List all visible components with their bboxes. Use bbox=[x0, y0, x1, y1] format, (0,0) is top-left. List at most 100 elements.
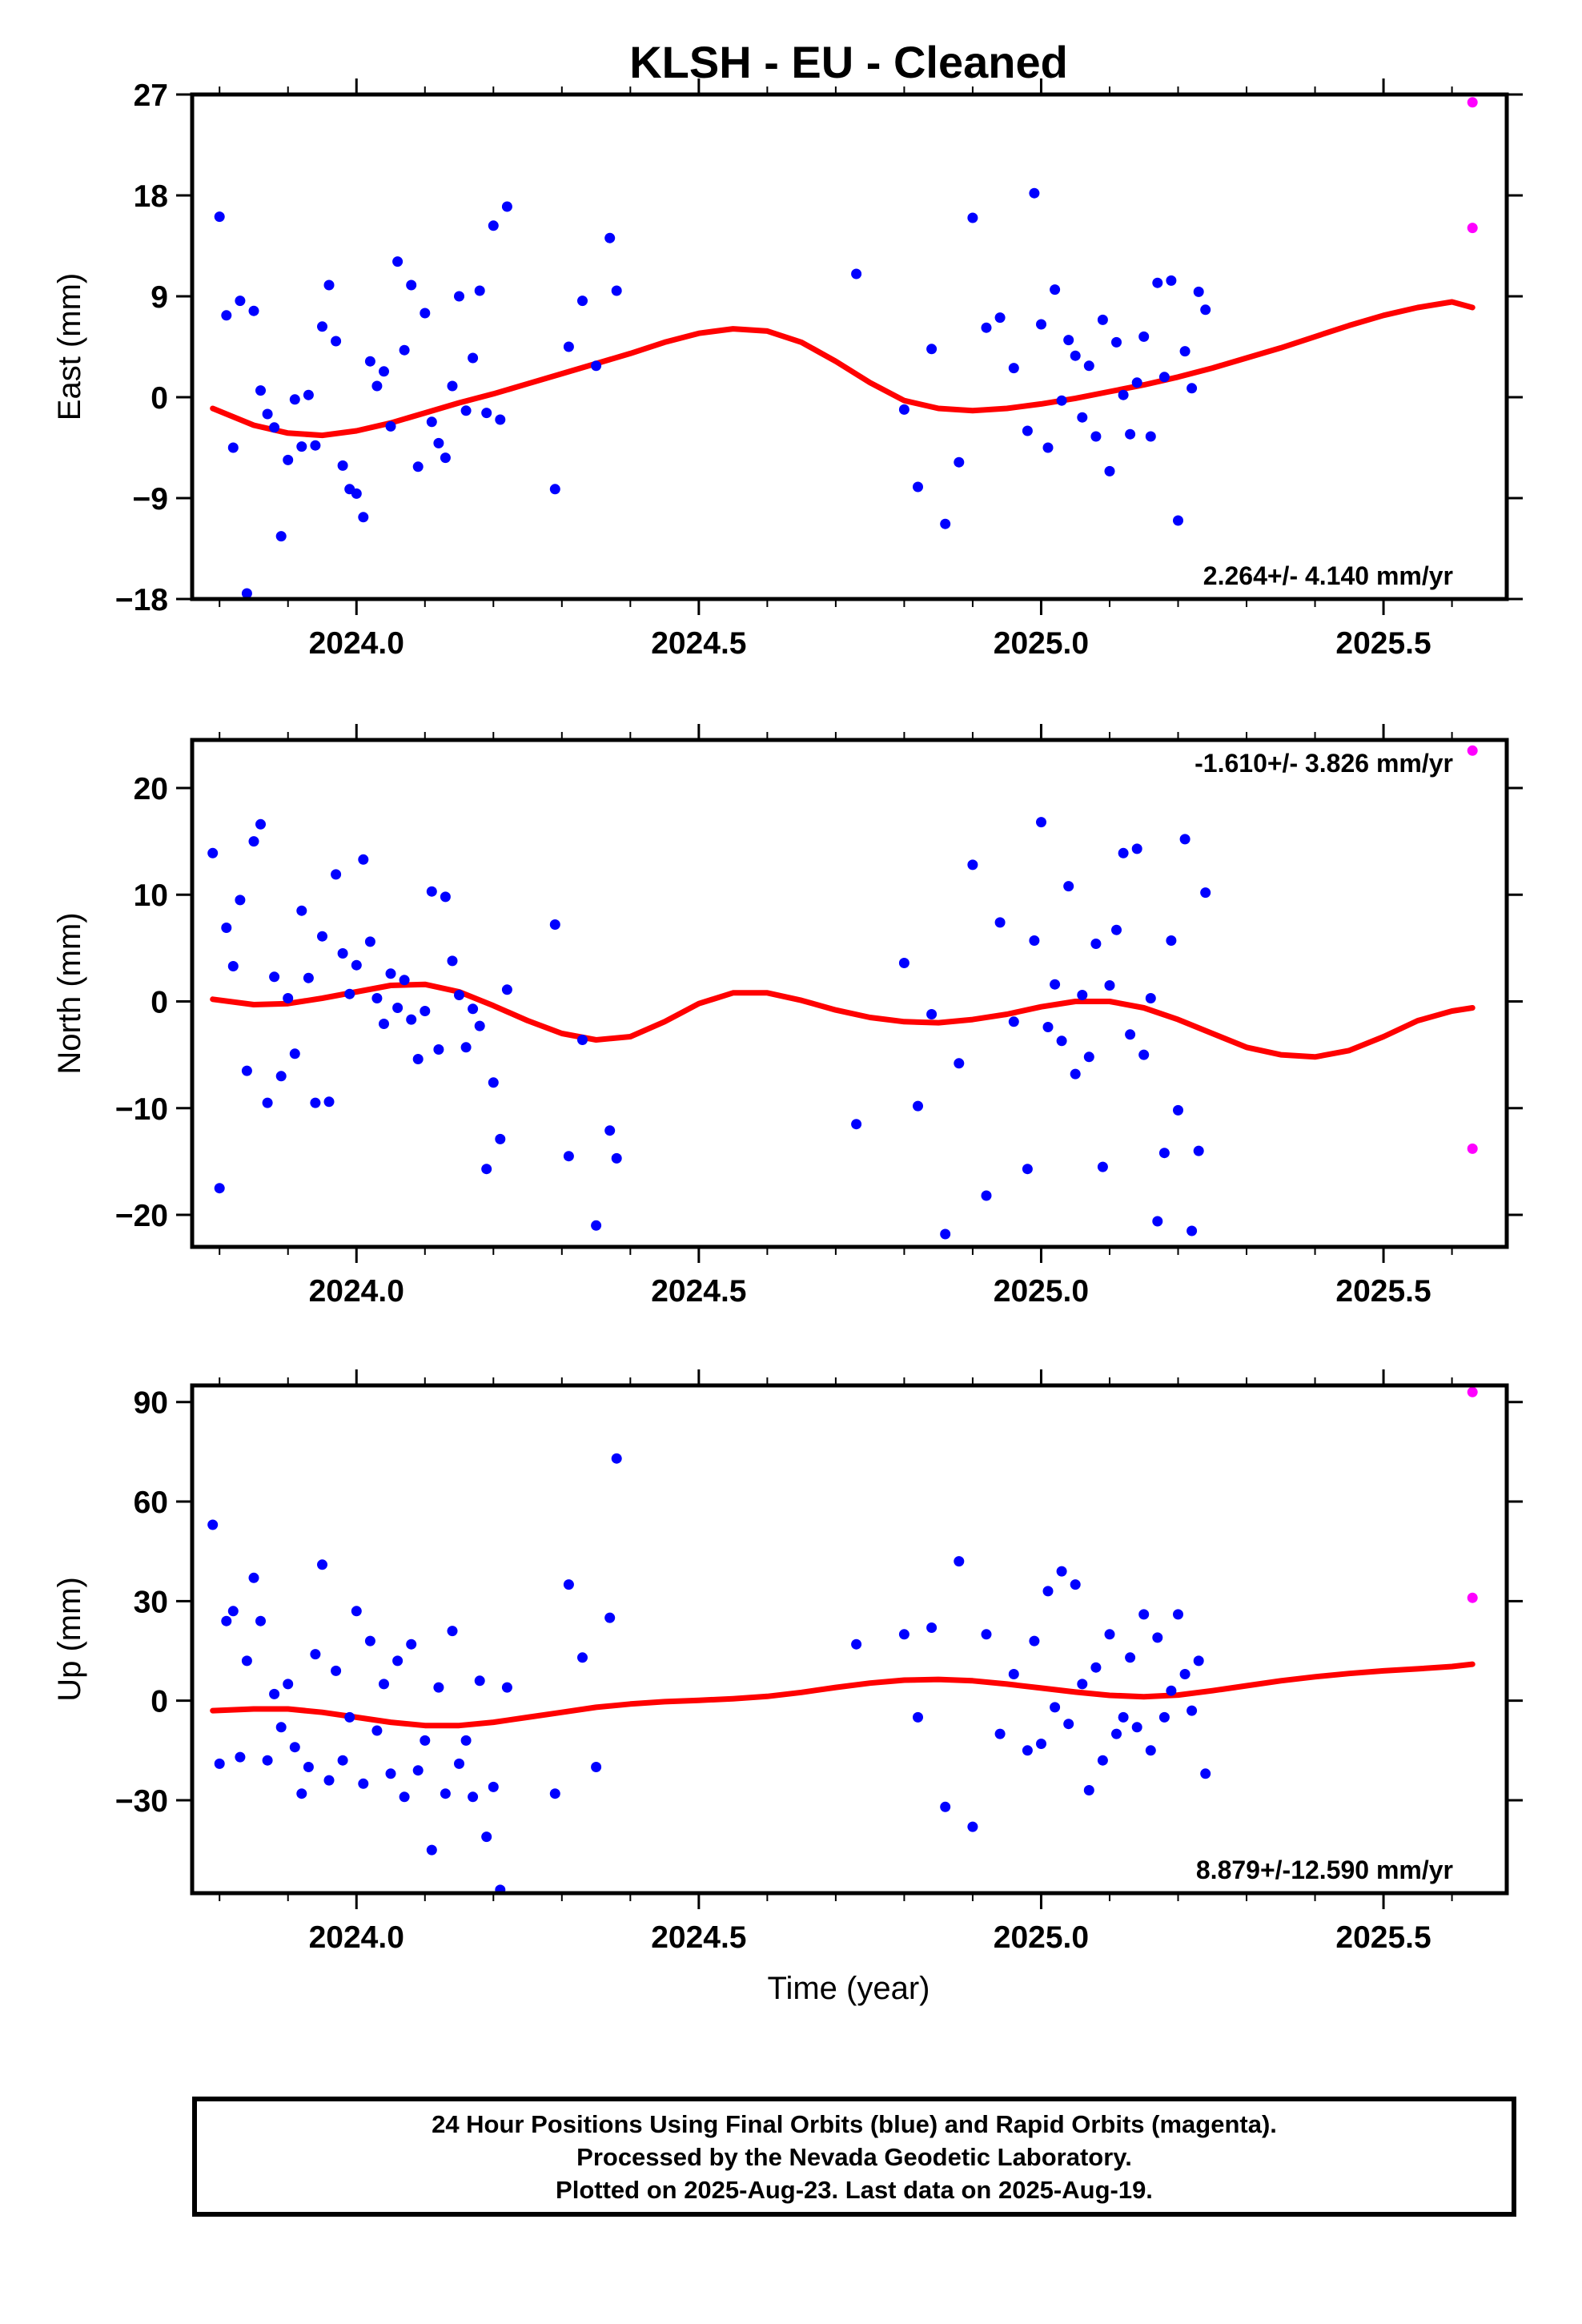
up-final-point bbox=[371, 1725, 383, 1736]
up-final-point bbox=[323, 1775, 335, 1786]
east-final-point bbox=[331, 336, 342, 347]
north-final-point bbox=[1029, 935, 1040, 946]
east-y-tick-label: −9 bbox=[133, 482, 168, 517]
up-y-tick-label: 0 bbox=[151, 1685, 168, 1719]
east-final-point bbox=[296, 441, 307, 452]
up-final-point bbox=[412, 1765, 424, 1776]
east-final-point bbox=[501, 201, 512, 212]
up-final-point bbox=[1158, 1711, 1170, 1723]
north-y-tick-label: 20 bbox=[134, 772, 168, 806]
north-final-point bbox=[1131, 843, 1142, 854]
up-axis-ticks bbox=[176, 1369, 1523, 1909]
up-final-point bbox=[296, 1788, 307, 1799]
east-final-point bbox=[967, 212, 978, 223]
east-final-point bbox=[440, 452, 451, 464]
up-final-point bbox=[1200, 1768, 1211, 1779]
north-rapid-point bbox=[1467, 1143, 1478, 1154]
north-final-point bbox=[207, 847, 219, 858]
up-final-point bbox=[248, 1572, 259, 1583]
up-final-point bbox=[358, 1778, 369, 1789]
up-final-point bbox=[406, 1638, 417, 1650]
east-final-point bbox=[255, 385, 266, 396]
east-final-point bbox=[412, 461, 424, 472]
up-final-point bbox=[1050, 1702, 1061, 1713]
north-final-point bbox=[426, 886, 437, 897]
east-y-tick-label: 27 bbox=[134, 78, 168, 113]
east-final-point bbox=[269, 422, 280, 433]
north-final-point bbox=[577, 1035, 588, 1045]
up-final-point bbox=[1118, 1711, 1129, 1723]
north-final-point bbox=[967, 859, 978, 870]
up-y-tick-label: 90 bbox=[134, 1386, 168, 1421]
up-final-point bbox=[317, 1559, 327, 1570]
east-x-tick-label: 2024.0 bbox=[309, 626, 404, 661]
east-x-tick-label: 2025.5 bbox=[1335, 626, 1431, 661]
north-final-point bbox=[474, 1020, 485, 1031]
east-final-point bbox=[1186, 383, 1198, 394]
north-final-point bbox=[275, 1071, 287, 1082]
north-final-point bbox=[1104, 980, 1115, 991]
north-final-point bbox=[289, 1048, 300, 1059]
east-final-point bbox=[851, 268, 862, 279]
east-final-point bbox=[1050, 284, 1061, 296]
east-final-point bbox=[323, 279, 335, 291]
north-x-tick-label: 2024.0 bbox=[309, 1274, 404, 1309]
up-final-point bbox=[1111, 1728, 1122, 1739]
east-final-point bbox=[940, 518, 951, 529]
east-final-point bbox=[1036, 319, 1046, 330]
north-final-point bbox=[248, 836, 259, 847]
up-final-point bbox=[1173, 1609, 1183, 1620]
east-final-point bbox=[611, 285, 622, 296]
up-final-point bbox=[851, 1638, 862, 1650]
east-final-point bbox=[1145, 431, 1156, 442]
up-y-tick-label: 30 bbox=[134, 1585, 168, 1619]
north-model-line bbox=[210, 981, 1476, 1060]
north-final-point bbox=[563, 1151, 574, 1162]
up-final-point bbox=[344, 1711, 355, 1723]
east-final-point bbox=[399, 344, 410, 356]
up-final-point bbox=[454, 1758, 464, 1769]
x-axis-label: Time (year) bbox=[768, 1971, 930, 2006]
east-final-point bbox=[358, 512, 369, 523]
east-final-point bbox=[577, 296, 588, 307]
east-final-point bbox=[1152, 277, 1163, 288]
north-final-point bbox=[235, 895, 246, 906]
up-final-point bbox=[447, 1626, 458, 1637]
north-final-point bbox=[399, 975, 410, 986]
up-final-point bbox=[1056, 1566, 1067, 1577]
up-final-point bbox=[1090, 1662, 1102, 1673]
north-final-point bbox=[344, 988, 355, 999]
north-final-point bbox=[1050, 979, 1061, 990]
north-final-point bbox=[913, 1100, 923, 1112]
up-final-point bbox=[1077, 1679, 1088, 1690]
east-data-points bbox=[214, 97, 1478, 599]
up-final-point bbox=[468, 1791, 479, 1803]
east-final-point bbox=[1097, 314, 1108, 325]
up-model-curve bbox=[210, 1661, 1476, 1729]
up-final-point bbox=[563, 1579, 574, 1590]
east-final-point bbox=[420, 308, 431, 319]
east-final-point bbox=[926, 344, 938, 355]
north-final-point bbox=[1125, 1029, 1136, 1040]
north-final-point bbox=[1193, 1145, 1204, 1156]
up-tick-labels: 2024.0 2024.5 2025.0 2025.5 90 60 30 0 −30 bbox=[115, 1386, 1431, 1955]
north-final-point bbox=[1008, 1016, 1019, 1027]
up-final-point bbox=[337, 1755, 348, 1766]
east-final-point bbox=[994, 312, 1006, 324]
up-final-point bbox=[303, 1762, 314, 1772]
north-y-tick-label: 0 bbox=[151, 985, 168, 1019]
chart-title: KLSH - EU - Cleaned bbox=[629, 37, 1068, 87]
north-y-axis-label: North (mm) bbox=[52, 912, 87, 1074]
footer-line-orbits: 24 Hour Positions Using Final Orbits (bl… bbox=[432, 2109, 1277, 2138]
up-final-point bbox=[501, 1682, 512, 1693]
north-final-point bbox=[392, 1003, 404, 1013]
up-final-point bbox=[1152, 1632, 1163, 1643]
up-final-point bbox=[898, 1629, 909, 1640]
north-final-point bbox=[1186, 1225, 1198, 1236]
north-final-point bbox=[1152, 1216, 1163, 1227]
up-final-point bbox=[214, 1758, 225, 1769]
north-final-point bbox=[549, 919, 560, 930]
east-final-point bbox=[364, 356, 375, 367]
up-final-point bbox=[926, 1622, 938, 1633]
up-rate-label: 8.879+/-12.590 mm/yr bbox=[1196, 1856, 1453, 1884]
